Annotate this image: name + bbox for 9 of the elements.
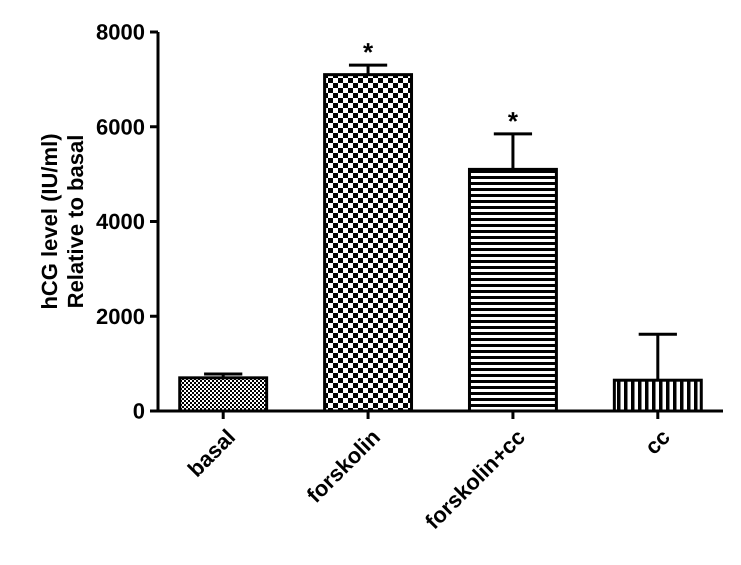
- y-axis-title: hCG level (IU/ml) Relative to basal: [36, 133, 88, 310]
- x-tick-label: cc: [640, 424, 675, 460]
- y-tick-label: 0: [132, 398, 145, 424]
- y-tick-label: 4000: [96, 209, 145, 234]
- annotation: *: [363, 37, 374, 68]
- y-tick-label: 8000: [96, 20, 145, 45]
- annotation: *: [508, 106, 519, 136]
- y-tick-label: 6000: [96, 114, 145, 140]
- y-tick-label: 2000: [96, 304, 145, 329]
